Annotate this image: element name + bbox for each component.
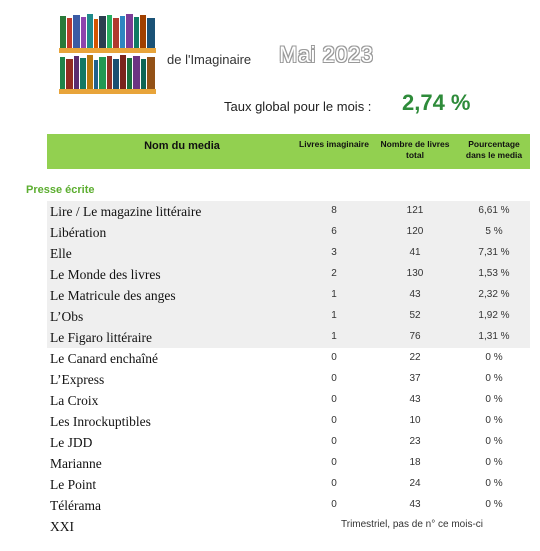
media-name: Les Inrockuptibles xyxy=(50,414,151,429)
table-row: Libération 6 120 5 % xyxy=(47,222,530,243)
percentage: 7,31 % xyxy=(478,247,510,258)
imaginaire-count: 2 xyxy=(331,268,337,279)
section-title: Presse écrite xyxy=(26,184,95,196)
percentage: 1,31 % xyxy=(478,331,510,342)
imaginaire-count: 1 xyxy=(331,289,337,300)
total-count: 22 xyxy=(409,352,421,363)
total-count: 10 xyxy=(409,415,421,426)
table-row: La Croix 0 43 0 % xyxy=(47,390,530,411)
total-count: 120 xyxy=(406,226,424,237)
percentage: 1,92 % xyxy=(478,310,510,321)
global-rate-value: 2,74 % xyxy=(402,90,471,115)
table-row: Le Monde des livres 2 130 1,53 % xyxy=(47,264,530,285)
total-count: 130 xyxy=(406,268,424,279)
imaginaire-count: 0 xyxy=(331,394,337,405)
page-subtitle: de l'Imaginaire xyxy=(167,52,252,67)
total-count: 121 xyxy=(406,205,424,216)
imaginaire-count: 0 xyxy=(331,373,337,384)
table-body: Lire / Le magazine littéraire 8 121 6,61… xyxy=(47,201,530,537)
total-count: 24 xyxy=(409,478,421,489)
imaginaire-count: 0 xyxy=(331,478,337,489)
bookshelf-logo xyxy=(59,14,156,94)
header-percentage: Pourcentage dans le media xyxy=(465,139,523,160)
row-note: Trimestriel, pas de n° ce mois-ci xyxy=(341,519,483,530)
total-count: 37 xyxy=(409,373,421,384)
media-name: Le JDD xyxy=(50,435,93,450)
total-count: 43 xyxy=(409,289,421,300)
imaginaire-count: 8 xyxy=(331,205,337,216)
percentage: 1,53 % xyxy=(478,268,510,279)
media-name: L’Express xyxy=(50,372,105,387)
media-name: L’Obs xyxy=(50,309,84,324)
imaginaire-count: 0 xyxy=(331,499,337,510)
header-total-books: Nombre de livres total xyxy=(380,139,450,160)
month-title: Mai 2023 xyxy=(279,42,374,67)
global-rate-label: Taux global pour le mois : xyxy=(224,99,372,114)
percentage: 0 % xyxy=(485,415,503,426)
media-name: Elle xyxy=(50,246,72,261)
media-name: Le Monde des livres xyxy=(50,267,161,282)
percentage: 0 % xyxy=(485,352,503,363)
imaginaire-count: 0 xyxy=(331,352,337,363)
imaginaire-count: 0 xyxy=(331,415,337,426)
media-name: XXI xyxy=(50,519,74,534)
percentage: 5 % xyxy=(485,226,503,237)
imaginaire-count: 0 xyxy=(331,457,337,468)
media-name: Le Matricule des anges xyxy=(50,288,176,303)
percentage: 0 % xyxy=(485,436,503,447)
table-row: Le JDD 0 23 0 % xyxy=(47,432,530,453)
percentage: 0 % xyxy=(485,457,503,468)
total-count: 43 xyxy=(409,499,421,510)
percentage: 0 % xyxy=(485,478,503,489)
imaginaire-count: 6 xyxy=(331,226,337,237)
imaginaire-count: 1 xyxy=(331,331,337,342)
table-row: Les Inrockuptibles 0 10 0 % xyxy=(47,411,530,432)
media-name: Le Canard enchaîné xyxy=(50,351,158,366)
table-row: L’Obs 1 52 1,92 % xyxy=(47,306,530,327)
total-count: 52 xyxy=(409,310,421,321)
percentage: 0 % xyxy=(485,499,503,510)
media-name: Marianne xyxy=(50,456,102,471)
total-count: 76 xyxy=(409,331,421,342)
header-imaginaire-books: Livres imaginaire xyxy=(299,139,369,149)
imaginaire-count: 1 xyxy=(331,310,337,321)
table-row: Marianne 0 18 0 % xyxy=(47,453,530,474)
total-count: 43 xyxy=(409,394,421,405)
imaginaire-count: 3 xyxy=(331,247,337,258)
table-row: Lire / Le magazine littéraire 8 121 6,61… xyxy=(47,201,530,222)
total-count: 23 xyxy=(409,436,421,447)
media-name: La Croix xyxy=(50,393,99,408)
imaginaire-count: 0 xyxy=(331,436,337,447)
table-row: Le Canard enchaîné 0 22 0 % xyxy=(47,348,530,369)
total-count: 41 xyxy=(409,247,421,258)
percentage: 0 % xyxy=(485,394,503,405)
media-name: Lire / Le magazine littéraire xyxy=(50,204,202,219)
percentage: 2,32 % xyxy=(478,289,510,300)
media-name: Libération xyxy=(50,225,107,240)
percentage: 0 % xyxy=(485,373,503,384)
header-media-name: Nom du media xyxy=(144,140,220,152)
table-row: XXI Trimestriel, pas de n° ce mois-ci xyxy=(47,516,530,537)
media-name: Télérama xyxy=(50,498,101,513)
table-row: Elle 3 41 7,31 % xyxy=(47,243,530,264)
total-count: 18 xyxy=(409,457,421,468)
table-row: Le Point 0 24 0 % xyxy=(47,474,530,495)
media-name: Le Point xyxy=(50,477,97,492)
media-name: Le Figaro littéraire xyxy=(50,330,152,345)
percentage: 6,61 % xyxy=(478,205,510,216)
table-row: Le Figaro littéraire 1 76 1,31 % xyxy=(47,327,530,348)
table-row: L’Express 0 37 0 % xyxy=(47,369,530,390)
table-header: Nom du media Livres imaginaire Nombre de… xyxy=(47,134,530,169)
table-row: Le Matricule des anges 1 43 2,32 % xyxy=(47,285,530,306)
table-row: Télérama 0 43 0 % xyxy=(47,495,530,516)
